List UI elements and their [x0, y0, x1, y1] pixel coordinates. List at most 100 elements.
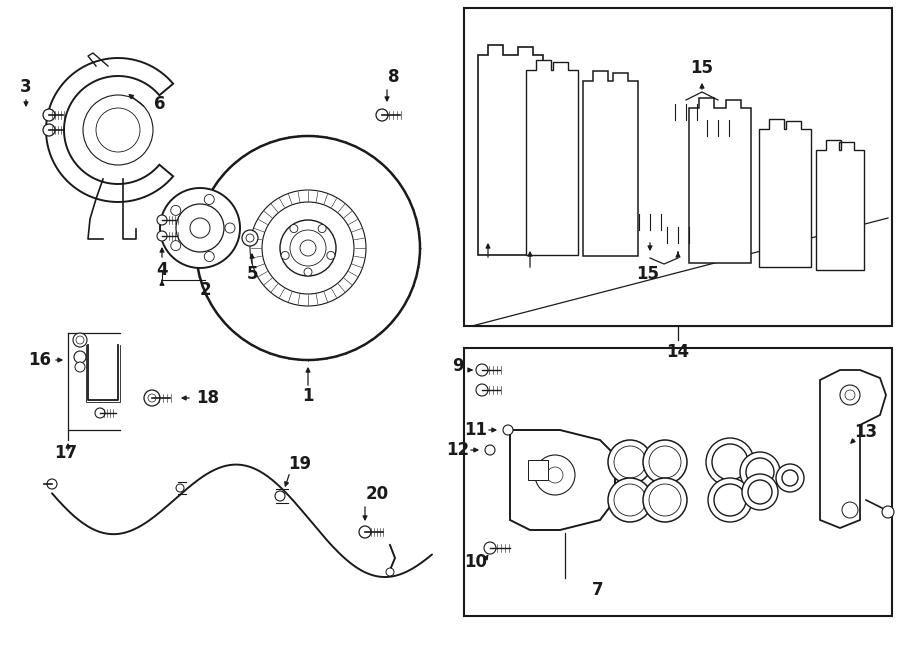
Circle shape [708, 478, 752, 522]
Circle shape [204, 252, 214, 261]
Circle shape [148, 394, 156, 402]
Circle shape [476, 364, 488, 376]
Text: 16: 16 [29, 351, 51, 369]
Circle shape [196, 136, 420, 360]
Polygon shape [820, 370, 886, 528]
Circle shape [95, 408, 105, 418]
Circle shape [290, 224, 298, 232]
Circle shape [176, 204, 224, 252]
Circle shape [503, 425, 513, 435]
Circle shape [649, 484, 681, 516]
Circle shape [280, 220, 336, 276]
Text: 1: 1 [302, 387, 314, 405]
Circle shape [176, 484, 184, 492]
Circle shape [290, 230, 326, 266]
Circle shape [712, 444, 748, 480]
Circle shape [144, 390, 160, 406]
Polygon shape [816, 140, 864, 270]
Circle shape [171, 240, 181, 251]
Text: 6: 6 [154, 95, 166, 113]
Circle shape [643, 478, 687, 522]
Circle shape [43, 124, 55, 136]
Polygon shape [46, 58, 173, 202]
Circle shape [157, 215, 167, 225]
Circle shape [300, 240, 316, 256]
Text: 9: 9 [452, 357, 464, 375]
Circle shape [281, 252, 289, 260]
Circle shape [547, 467, 563, 483]
Circle shape [242, 230, 258, 246]
Text: 19: 19 [288, 455, 311, 473]
Polygon shape [510, 430, 615, 530]
Circle shape [160, 188, 240, 268]
Circle shape [327, 252, 335, 260]
Circle shape [842, 502, 858, 518]
Text: 12: 12 [446, 441, 470, 459]
Text: 18: 18 [196, 389, 220, 407]
Circle shape [225, 223, 235, 233]
Text: 20: 20 [365, 485, 389, 503]
Bar [464, 348, 892, 616]
Text: 5: 5 [247, 265, 257, 283]
Circle shape [476, 384, 488, 396]
Text: 15: 15 [690, 59, 714, 77]
Circle shape [376, 109, 388, 121]
Circle shape [614, 446, 646, 478]
Polygon shape [759, 119, 811, 267]
Polygon shape [689, 97, 751, 263]
Bar [528, 460, 548, 480]
Circle shape [262, 202, 354, 294]
Circle shape [608, 440, 652, 484]
Bar [464, 8, 892, 326]
Circle shape [304, 268, 312, 276]
Circle shape [484, 542, 496, 554]
Circle shape [204, 195, 214, 205]
Circle shape [318, 224, 326, 232]
Circle shape [748, 480, 772, 504]
Circle shape [83, 95, 153, 165]
Circle shape [714, 484, 746, 516]
Circle shape [740, 452, 780, 492]
Text: 4: 4 [157, 261, 167, 279]
Polygon shape [478, 45, 543, 255]
Text: 8: 8 [388, 68, 400, 86]
Circle shape [43, 109, 55, 121]
Text: 10: 10 [464, 553, 488, 571]
Circle shape [643, 440, 687, 484]
Circle shape [47, 479, 57, 489]
Circle shape [246, 234, 254, 242]
Circle shape [776, 464, 804, 492]
Polygon shape [582, 70, 637, 256]
Circle shape [882, 506, 894, 518]
Circle shape [742, 474, 778, 510]
Circle shape [746, 458, 774, 486]
Circle shape [782, 470, 798, 486]
Circle shape [840, 385, 860, 405]
Text: 14: 14 [666, 343, 689, 361]
Circle shape [614, 484, 646, 516]
Circle shape [485, 445, 495, 455]
Circle shape [157, 231, 167, 241]
Circle shape [74, 351, 86, 363]
Circle shape [96, 108, 140, 152]
Circle shape [190, 218, 210, 238]
Text: 11: 11 [464, 421, 488, 439]
Text: 15: 15 [636, 265, 660, 283]
Circle shape [73, 333, 87, 347]
Circle shape [649, 446, 681, 478]
Text: 13: 13 [854, 423, 877, 441]
Text: 2: 2 [199, 281, 211, 299]
Circle shape [275, 491, 285, 501]
Circle shape [250, 190, 366, 306]
Circle shape [706, 438, 754, 486]
Circle shape [845, 390, 855, 400]
Circle shape [608, 478, 652, 522]
Circle shape [359, 526, 371, 538]
Circle shape [75, 362, 85, 372]
Circle shape [535, 455, 575, 495]
Text: 7: 7 [592, 581, 604, 599]
Text: 17: 17 [54, 444, 77, 462]
Circle shape [76, 336, 84, 344]
Text: 3: 3 [20, 78, 32, 96]
Polygon shape [526, 60, 578, 254]
